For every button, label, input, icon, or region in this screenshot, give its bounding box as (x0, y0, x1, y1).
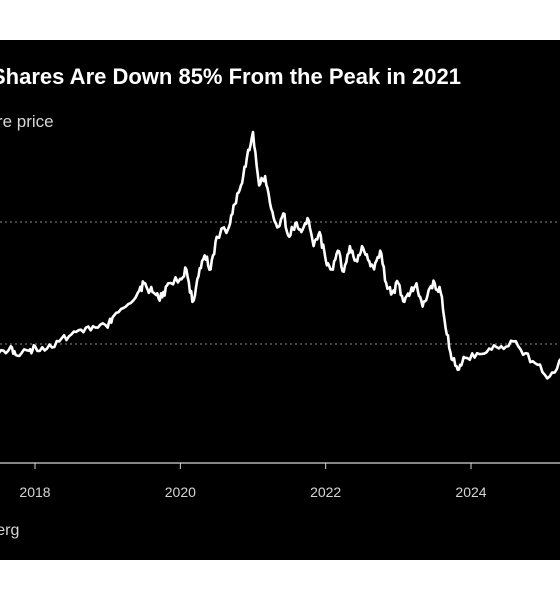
data-point-26 (216, 236, 218, 238)
data-point-35 (276, 226, 278, 228)
data-point-39 (300, 231, 302, 233)
data-point-28 (234, 203, 236, 205)
data-point-65 (458, 369, 460, 371)
data-point-55 (397, 282, 399, 284)
data-point-72 (537, 364, 539, 366)
data-point-37 (288, 236, 290, 238)
data-point-58 (416, 282, 418, 284)
data-point-41 (313, 245, 315, 247)
data-point-25 (210, 268, 212, 270)
data-point-45 (337, 250, 339, 252)
data-point-15 (143, 282, 145, 284)
data-point-53 (385, 282, 387, 284)
data-point-66 (464, 357, 466, 359)
data-point-51 (373, 268, 375, 270)
source-note: mberg (0, 522, 20, 539)
data-point-3 (16, 355, 18, 357)
data-point-24 (204, 254, 206, 256)
data-point-18 (161, 296, 163, 298)
data-point-43 (325, 259, 327, 261)
data-point-19 (167, 282, 169, 284)
data-point-44 (331, 268, 333, 270)
data-point-17 (155, 294, 157, 296)
data-point-34 (270, 208, 272, 210)
data-point-23 (198, 275, 200, 277)
x-axis: 2018 2020 2022 2024 (0, 462, 560, 500)
data-point-70 (512, 341, 514, 343)
data-point-16 (149, 289, 151, 291)
data-point-9 (82, 331, 84, 333)
series-line-0 (0, 130, 560, 380)
gridlines (0, 221, 560, 345)
data-point-29 (240, 185, 242, 187)
data-point-71 (525, 352, 527, 354)
data-point-73 (549, 375, 551, 377)
chart-subtitle: hare price (0, 112, 54, 131)
data-point-54 (391, 292, 393, 294)
data-point-11 (107, 327, 109, 329)
data-point-20 (179, 278, 181, 280)
line-chart: 2018 2020 2022 2024 (0, 130, 560, 500)
data-point-59 (422, 306, 424, 308)
data-point-68 (488, 348, 490, 350)
data-point-32 (258, 185, 260, 187)
data-point-52 (379, 250, 381, 252)
data-point-62 (440, 292, 442, 294)
data-point-63 (446, 334, 448, 336)
data-point-27 (228, 226, 230, 228)
data-point-46 (343, 271, 345, 273)
x-tick-label-2022: 2022 (310, 484, 341, 500)
data-point-21 (185, 268, 187, 270)
data-point-64 (452, 359, 454, 361)
series-layer (0, 130, 560, 380)
data-point-13 (125, 306, 127, 308)
data-point-61 (434, 282, 436, 284)
data-point-22 (191, 301, 193, 303)
data-point-49 (361, 245, 363, 247)
data-point-50 (367, 259, 369, 261)
data-point-56 (403, 301, 405, 303)
data-point-48 (355, 259, 357, 261)
data-point-69 (500, 345, 502, 347)
data-point-14 (137, 292, 139, 294)
data-point-5 (34, 345, 36, 347)
data-point-8 (70, 334, 72, 336)
data-point-4 (28, 350, 30, 352)
data-point-33 (264, 175, 266, 177)
data-point-7 (58, 341, 60, 343)
x-tick-label-2018: 2018 (19, 484, 50, 500)
chart-panel: Shares Are Down 85% From the Peak in 202… (0, 40, 560, 560)
data-point-60 (428, 289, 430, 291)
data-point-31 (252, 131, 254, 133)
data-point-2 (10, 345, 12, 347)
data-point-30 (246, 157, 248, 159)
x-tick-label-2020: 2020 (165, 484, 196, 500)
data-point-12 (113, 315, 115, 317)
data-point-40 (307, 217, 309, 219)
chart-title: Shares Are Down 85% From the Peak in 202… (0, 64, 461, 89)
data-point-6 (46, 348, 48, 350)
data-point-10 (95, 327, 97, 329)
data-point-47 (349, 245, 351, 247)
data-point-57 (409, 292, 411, 294)
x-tick-label-2024: 2024 (455, 484, 486, 500)
data-point-67 (476, 352, 478, 354)
data-point-38 (294, 222, 296, 224)
data-point-36 (282, 213, 284, 215)
data-point-42 (319, 231, 321, 233)
